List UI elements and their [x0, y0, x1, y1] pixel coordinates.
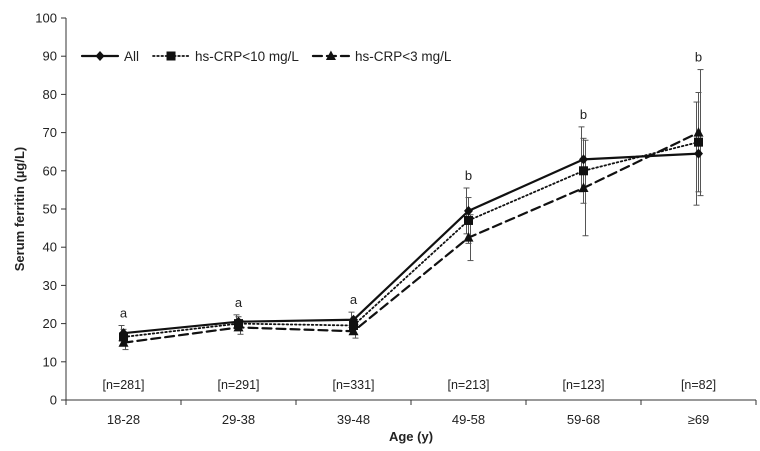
significance-letter: a — [350, 292, 358, 307]
significance-letter: b — [695, 50, 702, 65]
n-label: [n=213] — [447, 378, 489, 392]
data-point-square — [694, 137, 703, 147]
legend-label: hs-CRP<10 mg/L — [195, 49, 299, 64]
x-tick-label: 59-68 — [567, 412, 600, 427]
y-tick-label: 80 — [43, 87, 57, 102]
data-point-square — [464, 215, 473, 225]
x-tick-label: 18-28 — [107, 412, 140, 427]
series-line — [122, 152, 700, 335]
legend-item: All — [80, 49, 139, 64]
x-tick-label: 29-38 — [222, 412, 255, 427]
legend-item: hs-CRP<10 mg/L — [152, 49, 299, 64]
y-tick-label: 40 — [43, 240, 57, 255]
n-label: [n=331] — [332, 378, 374, 392]
legend-marker-square — [166, 51, 176, 61]
error-bars-1 — [120, 91, 702, 346]
x-tick-label: 49-58 — [452, 412, 485, 427]
y-tick-label: 30 — [43, 278, 57, 293]
data-point-square — [349, 321, 358, 331]
x-tick-label: 39-48 — [337, 412, 370, 427]
n-label: [n=123] — [562, 378, 604, 392]
legend-item: hs-CRP<3 mg/L — [311, 49, 452, 64]
significance-letter: a — [235, 295, 243, 310]
data-point-square — [579, 166, 588, 176]
significance-letter: a — [120, 306, 128, 321]
error-bars-2 — [122, 69, 704, 351]
data-point-triangle — [578, 182, 589, 192]
legend-label: hs-CRP<3 mg/L — [355, 49, 452, 64]
y-tick-label: 0 — [50, 393, 57, 408]
series-0 — [119, 148, 703, 339]
significance-letter: b — [580, 107, 587, 122]
n-label: [n=281] — [102, 378, 144, 392]
data-point-triangle — [118, 337, 129, 347]
series-line — [122, 131, 700, 344]
y-tick-label: 60 — [43, 163, 57, 178]
y-tick-label: 10 — [43, 354, 57, 369]
y-axis-title: Serum ferritin (µg/L) — [12, 147, 27, 272]
legend-label: All — [124, 49, 139, 64]
data-point-triangle — [463, 232, 474, 242]
y-tick-label: 50 — [43, 202, 57, 217]
data-point-diamond — [579, 154, 588, 165]
x-tick-label: ≥69 — [688, 412, 710, 427]
legend-marker-triangle — [325, 50, 336, 60]
n-label: [n=291] — [217, 378, 259, 392]
n-label: [n=82] — [681, 378, 716, 392]
error-bars-0 — [118, 101, 700, 342]
data-point-diamond — [464, 205, 473, 216]
legend-marker-diamond — [95, 51, 105, 61]
significance-letter: b — [465, 168, 472, 183]
series-line — [122, 141, 700, 338]
data-point-triangle — [693, 127, 704, 137]
y-tick-label: 20 — [43, 316, 57, 331]
series-2 — [118, 127, 704, 347]
y-tick-label: 90 — [43, 49, 57, 64]
data-point-triangle — [233, 321, 244, 332]
series-1 — [119, 137, 703, 342]
y-tick-label: 100 — [35, 11, 57, 26]
legend: All hs-CRP<10 mg/L hs-CRP<3 mg/L — [80, 49, 452, 64]
data-point-diamond — [694, 148, 703, 159]
data-point-triangle — [348, 325, 359, 336]
x-axis-title: Age (y) — [389, 429, 433, 444]
data-point-square — [119, 332, 128, 342]
y-tick-label: 70 — [43, 125, 57, 140]
